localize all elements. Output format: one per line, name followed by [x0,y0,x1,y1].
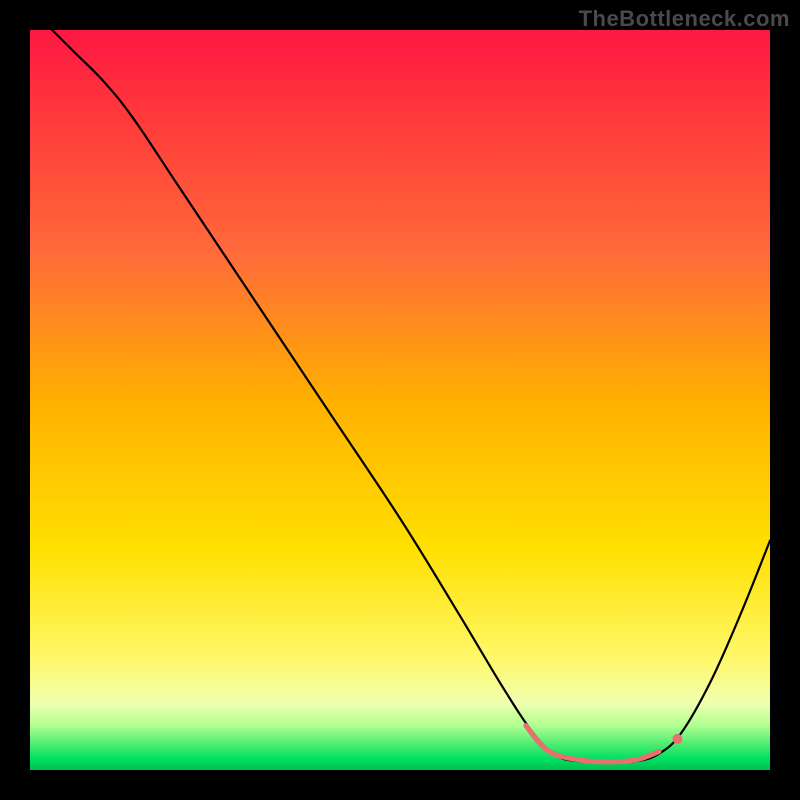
gradient-background [30,30,770,770]
watermark-text: TheBottleneck.com [579,6,790,32]
highlight-dot [673,734,683,744]
chart-plot [30,30,770,770]
chart-frame: TheBottleneck.com [0,0,800,800]
chart-svg [30,30,770,770]
